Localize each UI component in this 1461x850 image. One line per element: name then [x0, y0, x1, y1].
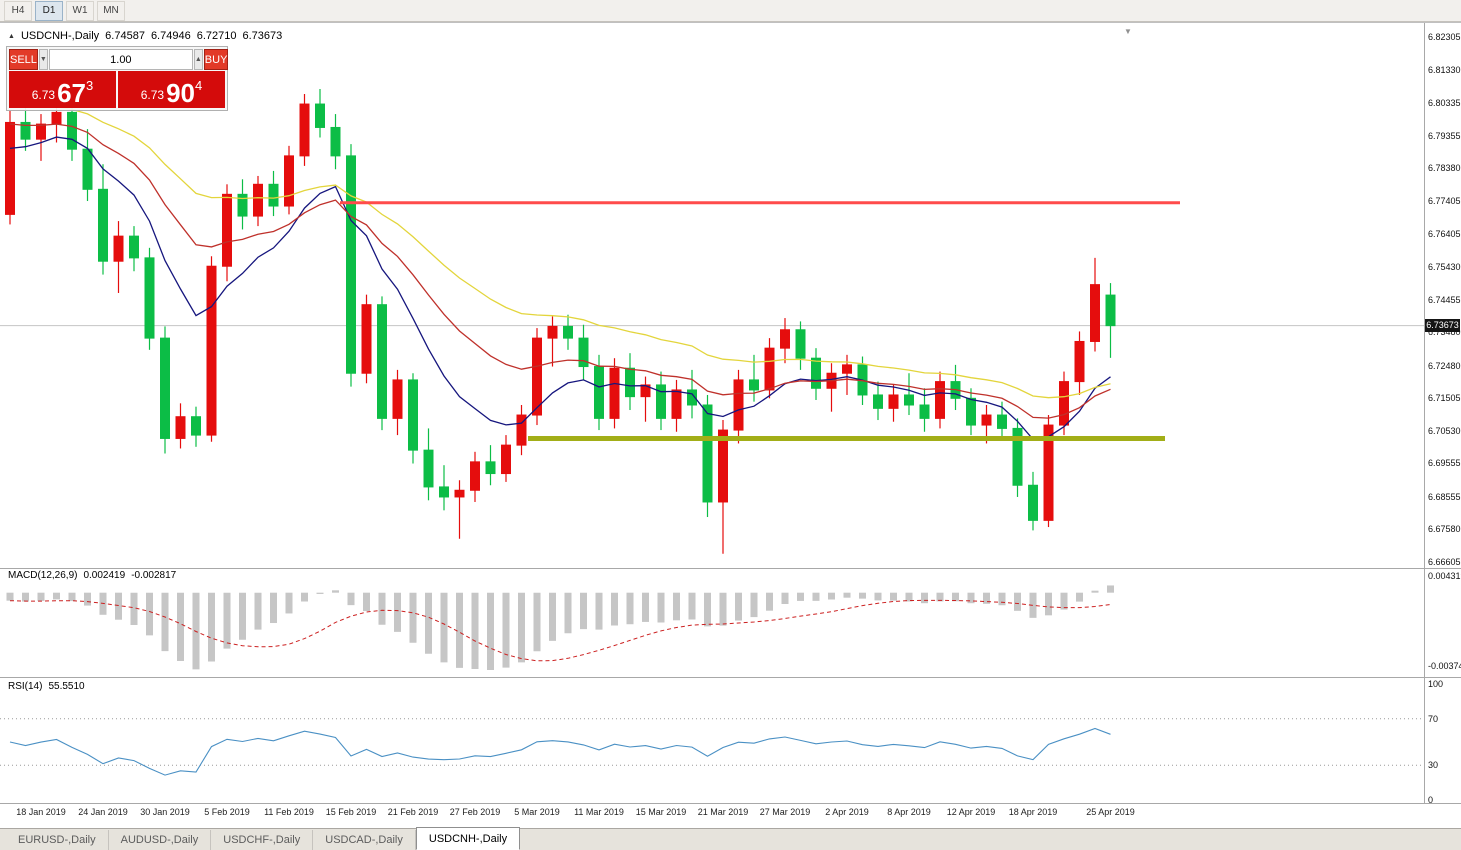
macd-axis-max-label: 0.004319 [1428, 571, 1461, 581]
chart-tab-usdcnh-daily[interactable]: USDCNH-,Daily [415, 827, 521, 850]
chart-title: ▲ USDCNH-,Daily 6.74587 6.74946 6.72710 … [8, 30, 282, 42]
macd-value: 0.002419 [83, 570, 126, 581]
macd-signal-value: -0.002817 [131, 570, 177, 581]
moving-averages-layer [9, 102, 1111, 441]
current-price-badge: 6.73673 [1425, 318, 1460, 332]
chart-tab-audusd-daily[interactable]: AUDUSD-,Daily [109, 830, 212, 850]
ask-price-prefix: 6.73 [140, 88, 165, 102]
ohlc-close: 6.73673 [242, 30, 283, 42]
ask-price-main: 90 [166, 78, 196, 108]
chart-shift-marker-icon: ▼ [1124, 27, 1132, 36]
rsi-name: RSI(14) [8, 681, 43, 692]
buy-button[interactable]: BUY [203, 49, 229, 70]
bid-price-main: 67 [57, 78, 87, 108]
rsi-value: 55.5510 [48, 681, 85, 692]
xaxis-separator [0, 803, 1461, 804]
expand-icon[interactable]: ▲ [8, 32, 15, 40]
bid-price-button[interactable]: 6.73 67 3 [9, 71, 116, 108]
ohlc-low: 6.72710 [196, 30, 237, 42]
lot-size-input[interactable] [48, 49, 193, 70]
sell-button[interactable]: SELL [9, 49, 38, 70]
macd-axis-min-label: -0.003746 [1428, 661, 1461, 671]
price-axis-separator [1424, 23, 1425, 804]
macd-panel-splitter[interactable] [0, 568, 1461, 569]
macd-histogram-layer [6, 585, 1114, 670]
timeframe-h4-button[interactable]: H4 [4, 0, 32, 21]
ohlc-high: 6.74946 [150, 30, 191, 42]
ask-price-button[interactable]: 6.73 90 4 [118, 71, 225, 108]
rsi-line [9, 727, 1111, 776]
macd-signal-line [9, 599, 1111, 662]
candles-layer [5, 88, 1116, 554]
chart-top-border [0, 22, 1461, 23]
timeframe-mn-button[interactable]: MN [97, 0, 125, 21]
bid-price-prefix: 6.73 [31, 88, 56, 102]
macd-name: MACD(12,26,9) [8, 570, 78, 581]
rsi-indicator-label: RSI(14) 55.5510 [8, 681, 85, 692]
rsi-levels-layer [0, 718, 1424, 766]
chart-symbol: USDCNH-,Daily [20, 30, 100, 42]
lot-decrease-button[interactable]: ▼ [38, 49, 48, 70]
chart-tab-eurusd-daily[interactable]: EURUSD-,Daily [6, 830, 109, 850]
chart-tab-usdchf-daily[interactable]: USDCHF-,Daily [211, 830, 314, 850]
rsi-panel-splitter[interactable] [0, 677, 1461, 678]
one-click-trading-panel: SELL ▼ ▲ BUY 6.73 67 3 6.73 90 4 [6, 46, 229, 111]
ask-price-pip: 4 [195, 78, 203, 93]
timeframe-toolbar: H4 D1 W1 MN [0, 0, 1461, 22]
chart-tab-usdcad-daily[interactable]: USDCAD-,Daily [313, 830, 416, 850]
macd-indicator-label: MACD(12,26,9) 0.002419 -0.002817 [8, 570, 176, 581]
ohlc-open: 6.74587 [105, 30, 145, 42]
lot-increase-button[interactable]: ▲ [193, 49, 203, 70]
bid-price-pip: 3 [86, 78, 94, 93]
timeframe-d1-button[interactable]: D1 [35, 0, 63, 21]
chart-tabbar: EURUSD-,Daily AUDUSD-,Daily USDCHF-,Daily U… [0, 827, 1461, 850]
timeframe-w1-button[interactable]: W1 [66, 0, 94, 21]
